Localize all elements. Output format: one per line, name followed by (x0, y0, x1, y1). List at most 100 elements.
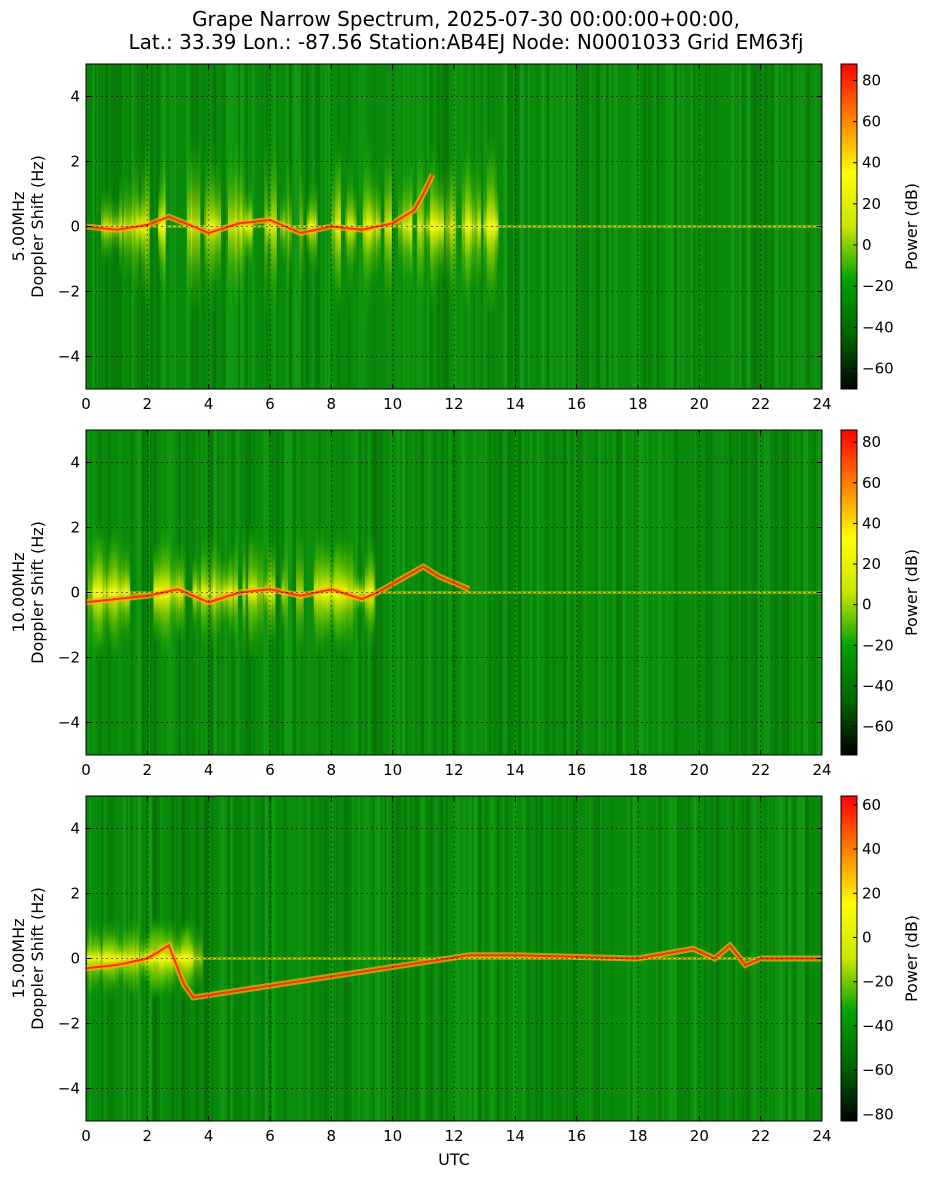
chart-title: Grape Narrow Spectrum, 2025-07-30 00:00:… (192, 7, 740, 31)
x-tick-label: 16 (567, 1127, 586, 1145)
colorbar-tick-label: 80 (862, 433, 881, 451)
y-tick-label: 4 (70, 88, 80, 106)
colorbar-label: Power (dB) (902, 183, 921, 270)
x-tick-label: 12 (444, 395, 463, 413)
x-tick-label: 20 (690, 1127, 709, 1145)
x-tick-label: 6 (265, 761, 275, 779)
colorbar-tick-label: −40 (862, 318, 894, 336)
x-tick-label: 18 (628, 761, 647, 779)
y-axis-label-doppler: Doppler Shift (Hz) (28, 887, 47, 1030)
y-axis-label-doppler: Doppler Shift (Hz) (28, 521, 47, 664)
colorbar-label: Power (dB) (902, 915, 921, 1002)
x-tick-label: 14 (506, 1127, 525, 1145)
colorbar-label: Power (dB) (902, 549, 921, 636)
colorbar-tick-label: −40 (862, 1017, 894, 1035)
colorbar (840, 63, 858, 390)
carrier-trace (86, 944, 822, 999)
colorbar-tick-label: 60 (862, 796, 881, 814)
y-tick-label: 0 (70, 950, 80, 968)
x-tick-label: 22 (751, 761, 770, 779)
colorbar-tick-label: 20 (862, 195, 881, 213)
colorbar-tick-label: 60 (862, 113, 881, 131)
colorbar-tick-label: −40 (862, 677, 894, 695)
colorbar (840, 429, 858, 756)
plot-area (86, 796, 822, 1121)
x-tick-label: 16 (567, 395, 586, 413)
colorbar-tick-label: 60 (862, 474, 881, 492)
y-tick-label: 4 (70, 454, 80, 472)
x-tick-label: 12 (444, 761, 463, 779)
x-tick-label: 2 (143, 1127, 153, 1145)
y-tick-label: −4 (58, 714, 80, 732)
plot-area (86, 430, 822, 755)
x-tick-label: 24 (812, 395, 831, 413)
colorbar-tick-label: 0 (862, 596, 872, 614)
y-tick-label: 2 (70, 519, 80, 537)
colorbar-tick-label: −20 (862, 277, 894, 295)
y-axis-label-frequency: 5.00MHz (9, 192, 28, 262)
x-tick-label: 8 (327, 395, 337, 413)
x-tick-label: 6 (265, 1127, 275, 1145)
colorbar-tick-label: −60 (862, 718, 894, 736)
x-tick-label: 8 (327, 761, 337, 779)
carrier-trace (86, 565, 470, 604)
y-axis-label-frequency: 15.00MHz (9, 918, 28, 998)
colorbar-tick-label: 40 (862, 840, 881, 858)
x-tick-label: 24 (812, 1127, 831, 1145)
x-tick-label: 0 (81, 761, 91, 779)
x-tick-label: 6 (265, 395, 275, 413)
y-tick-label: 0 (70, 218, 80, 236)
x-tick-label: 18 (628, 395, 647, 413)
colorbar-tick-label: −20 (862, 636, 894, 654)
x-tick-label: 0 (81, 1127, 91, 1145)
x-tick-label: 20 (690, 761, 709, 779)
x-tick-label: 24 (812, 761, 831, 779)
x-tick-label: 0 (81, 395, 91, 413)
x-tick-label: 20 (690, 395, 709, 413)
x-tick-label: 4 (204, 395, 214, 413)
x-tick-label: 18 (628, 1127, 647, 1145)
x-tick-label: 4 (204, 761, 214, 779)
colorbar-tick-label: −60 (862, 1061, 894, 1079)
colorbar-tick-label: 40 (862, 154, 881, 172)
y-tick-label: −4 (58, 1080, 80, 1098)
x-tick-label: 10 (383, 761, 402, 779)
colorbar-tick-label: 0 (862, 236, 872, 254)
x-tick-label: 22 (751, 1127, 770, 1145)
chart-subtitle: Lat.: 33.39 Lon.: -87.56 Station:AB4EJ N… (128, 30, 804, 54)
colorbar-tick-label: 40 (862, 514, 881, 532)
colorbar-tick-label: −20 (862, 973, 894, 991)
colorbar (840, 795, 858, 1122)
colorbar-tick-label: 20 (862, 884, 881, 902)
colorbar-tick-label: −60 (862, 359, 894, 377)
plot-area (86, 64, 822, 389)
x-tick-label: 14 (506, 395, 525, 413)
x-tick-label: 16 (567, 761, 586, 779)
y-tick-label: 2 (70, 885, 80, 903)
x-tick-label: 12 (444, 1127, 463, 1145)
x-tick-label: 22 (751, 395, 770, 413)
x-tick-label: 10 (383, 1127, 402, 1145)
x-tick-label: 10 (383, 395, 402, 413)
y-tick-label: 2 (70, 153, 80, 171)
y-tick-label: 0 (70, 584, 80, 602)
y-tick-label: −2 (58, 283, 80, 301)
colorbar-tick-label: 20 (862, 555, 881, 573)
x-tick-label: 8 (327, 1127, 337, 1145)
y-axis-label-doppler: Doppler Shift (Hz) (28, 155, 47, 298)
y-tick-label: −4 (58, 348, 80, 366)
x-tick-label: 2 (143, 395, 153, 413)
colorbar-tick-label: 0 (862, 928, 872, 946)
y-axis-label-frequency: 10.00MHz (9, 552, 28, 632)
y-tick-label: −2 (58, 649, 80, 667)
x-tick-label: 14 (506, 761, 525, 779)
colorbar-tick-label: 80 (862, 71, 881, 89)
y-tick-label: 4 (70, 820, 80, 838)
colorbar-tick-label: −80 (862, 1105, 894, 1123)
y-tick-label: −2 (58, 1015, 80, 1033)
x-axis-label: UTC (438, 1150, 470, 1169)
